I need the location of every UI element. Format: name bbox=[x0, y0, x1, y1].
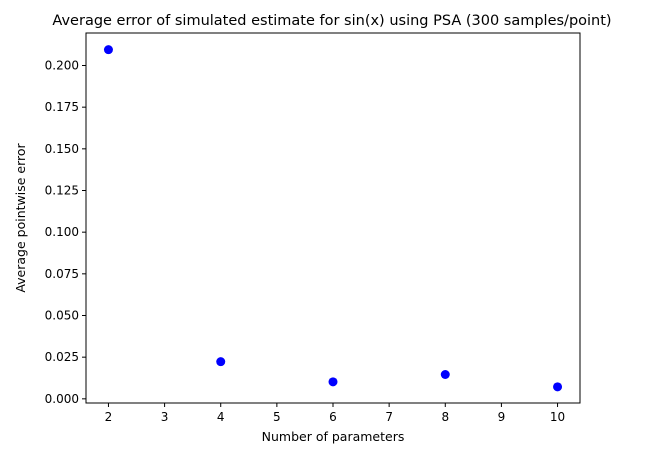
y-tick-label: 0.125 bbox=[45, 184, 79, 198]
chart-title: Average error of simulated estimate for … bbox=[52, 13, 611, 29]
y-axis-label: Average pointwise error bbox=[13, 142, 28, 292]
x-axis-label: Number of parameters bbox=[262, 429, 405, 444]
x-tick-label: 4 bbox=[217, 410, 225, 424]
plot-area bbox=[85, 32, 581, 404]
x-tick-label: 2 bbox=[105, 410, 113, 424]
y-tick-label: 0.100 bbox=[45, 225, 79, 239]
y-tick-label: 0.025 bbox=[45, 350, 79, 364]
x-tick-label: 8 bbox=[441, 410, 449, 424]
x-axis: 2 3 4 5 6 7 8 9 10 bbox=[105, 403, 565, 424]
y-tick-label: 0.150 bbox=[45, 142, 79, 156]
y-axis: 0.000 0.025 0.050 0.075 0.100 0.125 0.150 0.175… bbox=[45, 59, 86, 406]
y-tick-label: 0.000 bbox=[45, 392, 79, 406]
y-tick-label: 0.050 bbox=[45, 309, 79, 323]
x-tick-label: 3 bbox=[161, 410, 169, 424]
x-tick-label: 5 bbox=[273, 410, 281, 424]
x-tick-label: 9 bbox=[498, 410, 506, 424]
x-tick-label: 10 bbox=[550, 410, 565, 424]
x-tick-label: 7 bbox=[385, 410, 393, 424]
y-tick-label: 0.175 bbox=[45, 100, 79, 114]
data-point bbox=[216, 357, 226, 367]
y-tick-label: 0.075 bbox=[45, 267, 79, 281]
x-tick-label: 6 bbox=[329, 410, 337, 424]
scatter-series bbox=[103, 45, 563, 392]
data-point bbox=[440, 370, 450, 379]
data-point bbox=[328, 377, 338, 387]
data-point bbox=[553, 382, 563, 392]
data-point bbox=[103, 45, 113, 55]
y-tick-label: 0.200 bbox=[45, 59, 79, 73]
